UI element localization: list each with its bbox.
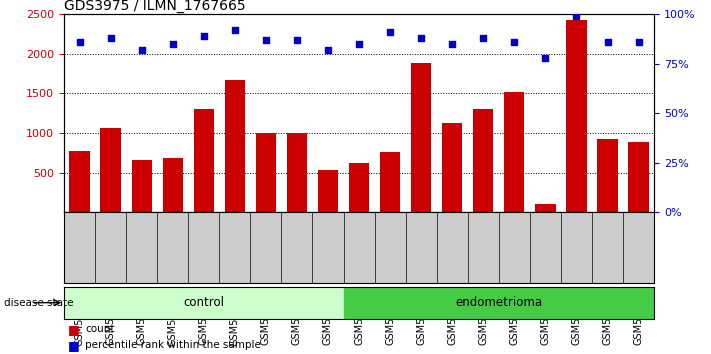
Bar [256, 133, 276, 212]
Bar [597, 139, 618, 212]
Bar [287, 133, 307, 212]
Point [478, 35, 489, 41]
Bar [411, 63, 432, 212]
Point [415, 35, 427, 41]
Bar [193, 109, 214, 212]
Point [447, 41, 458, 47]
Text: ■: ■ [68, 323, 80, 336]
Point [540, 55, 551, 61]
Point [198, 33, 210, 39]
Text: endometrioma: endometrioma [455, 296, 542, 309]
Point [260, 37, 272, 43]
Point [105, 35, 117, 41]
Bar [132, 160, 151, 212]
Point [167, 41, 178, 47]
Bar [70, 150, 90, 212]
Bar [535, 204, 555, 212]
Point [508, 39, 520, 45]
Point [229, 27, 240, 33]
Point [322, 47, 333, 53]
Bar [163, 158, 183, 212]
Bar [504, 92, 525, 212]
Point [353, 41, 365, 47]
Bar [380, 152, 400, 212]
Text: control: control [183, 296, 224, 309]
Bar [64, 287, 343, 319]
Text: percentile rank within the sample: percentile rank within the sample [85, 340, 261, 350]
Bar [474, 109, 493, 212]
Point [292, 37, 303, 43]
Text: disease state: disease state [4, 298, 73, 308]
Point [633, 39, 644, 45]
Bar [349, 163, 369, 212]
Bar [225, 80, 245, 212]
Text: GDS3975 / ILMN_1767665: GDS3975 / ILMN_1767665 [64, 0, 245, 13]
Point [385, 29, 396, 35]
Point [74, 39, 85, 45]
Point [602, 39, 613, 45]
Bar [629, 142, 648, 212]
Bar [343, 287, 654, 319]
Bar [442, 123, 462, 212]
Text: count: count [85, 324, 114, 334]
Text: ■: ■ [68, 339, 80, 352]
Bar [567, 20, 587, 212]
Bar [100, 129, 121, 212]
Bar [318, 170, 338, 212]
Point [136, 47, 147, 53]
Point [571, 13, 582, 19]
